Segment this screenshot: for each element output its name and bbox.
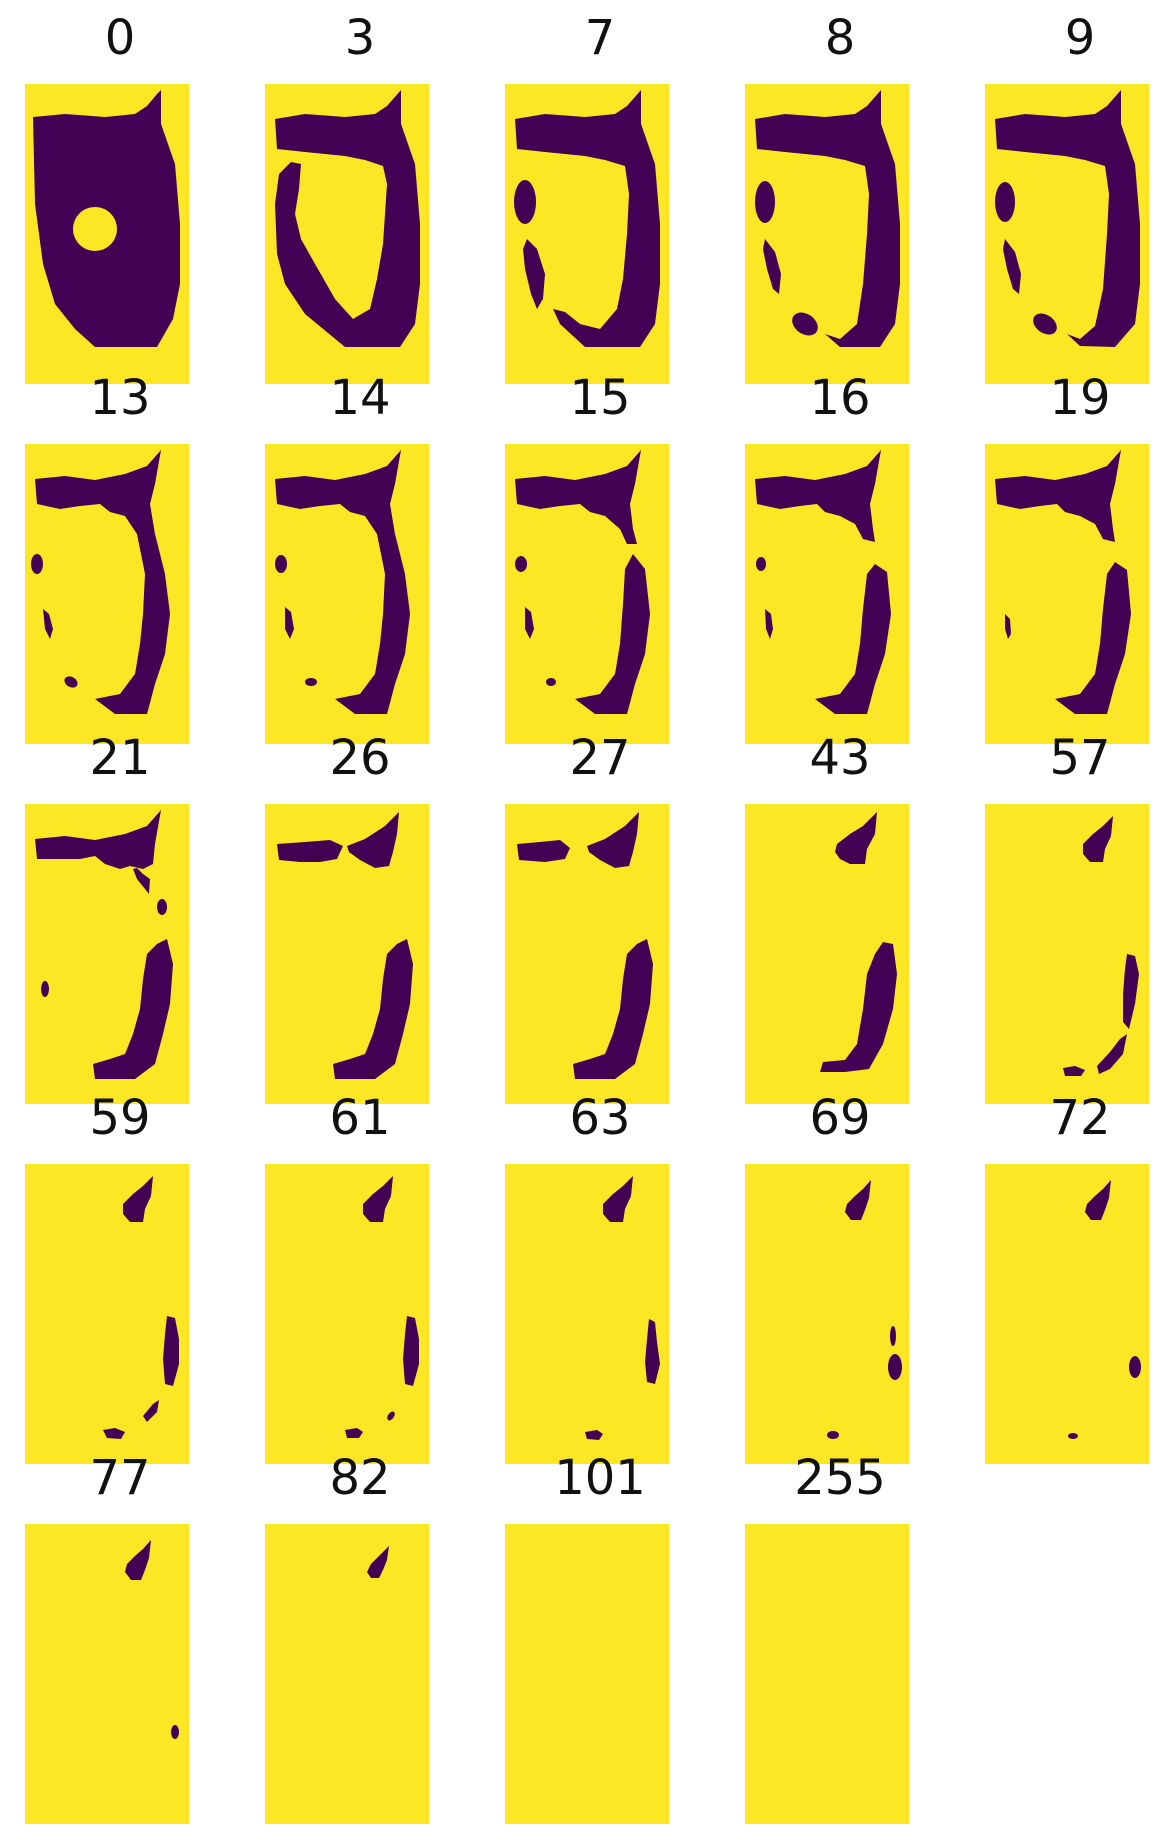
mask-image bbox=[25, 1164, 189, 1464]
mask-image bbox=[505, 84, 669, 384]
mask-image bbox=[25, 84, 189, 384]
panel-63: 63 bbox=[480, 1080, 720, 1464]
panel-101: 101 bbox=[480, 1440, 720, 1824]
panel-59: 59 bbox=[0, 1080, 240, 1464]
panel-title: 19 bbox=[1049, 370, 1111, 426]
mask-image bbox=[265, 804, 429, 1104]
panel-title: 14 bbox=[329, 370, 391, 426]
panel-title: 57 bbox=[1049, 730, 1111, 786]
panel-title: 72 bbox=[1049, 1090, 1111, 1146]
mask-image bbox=[985, 1164, 1149, 1464]
mask-image bbox=[265, 444, 429, 744]
panel-title: 21 bbox=[89, 730, 151, 786]
panel-title: 77 bbox=[89, 1450, 151, 1506]
mask-image bbox=[745, 1164, 909, 1464]
panel-title: 27 bbox=[569, 730, 631, 786]
panel-title: 15 bbox=[569, 370, 631, 426]
mask-image bbox=[745, 444, 909, 744]
panel-3: 3 bbox=[240, 0, 480, 384]
panel-title: 43 bbox=[809, 730, 871, 786]
panel-69: 69 bbox=[720, 1080, 960, 1464]
panel-title: 255 bbox=[794, 1450, 886, 1506]
panel-82: 82 bbox=[240, 1440, 480, 1824]
panel-16: 16 bbox=[720, 360, 960, 744]
panel-title: 0 bbox=[104, 10, 136, 66]
panel-72: 72 bbox=[960, 1080, 1175, 1464]
panel-title: 8 bbox=[824, 10, 856, 66]
mask-image bbox=[745, 1524, 909, 1824]
panel-0: 0 bbox=[0, 0, 240, 384]
mask-image bbox=[25, 1524, 189, 1824]
panel-title: 26 bbox=[329, 730, 391, 786]
mask-image bbox=[745, 804, 909, 1104]
panel-8: 8 bbox=[720, 0, 960, 384]
mask-image bbox=[985, 84, 1149, 384]
panel-title: 63 bbox=[569, 1090, 631, 1146]
mask-image bbox=[505, 1524, 669, 1824]
panel-title: 13 bbox=[89, 370, 151, 426]
panel-title: 9 bbox=[1064, 10, 1096, 66]
panel-19: 19 bbox=[960, 360, 1175, 744]
mask-image bbox=[505, 444, 669, 744]
mask-image bbox=[505, 804, 669, 1104]
panel-15: 15 bbox=[480, 360, 720, 744]
panel-title: 61 bbox=[329, 1090, 391, 1146]
mask-image bbox=[505, 1164, 669, 1464]
panel-title: 82 bbox=[329, 1450, 391, 1506]
panel-43: 43 bbox=[720, 720, 960, 1104]
panel-title: 7 bbox=[584, 10, 616, 66]
mask-image bbox=[985, 444, 1149, 744]
panel-21: 21 bbox=[0, 720, 240, 1104]
mask-image bbox=[265, 84, 429, 384]
panel-title: 3 bbox=[344, 10, 376, 66]
panel-title: 16 bbox=[809, 370, 871, 426]
panel-7: 7 bbox=[480, 0, 720, 384]
panel-title: 69 bbox=[809, 1090, 871, 1146]
panel-13: 13 bbox=[0, 360, 240, 744]
panel-77: 77 bbox=[0, 1440, 240, 1824]
panel-27: 27 bbox=[480, 720, 720, 1104]
panel-title: 59 bbox=[89, 1090, 151, 1146]
panel-61: 61 bbox=[240, 1080, 480, 1464]
mask-image bbox=[985, 804, 1149, 1104]
mask-image bbox=[265, 1524, 429, 1824]
mask-image bbox=[25, 804, 189, 1104]
panel-255: 255 bbox=[720, 1440, 960, 1824]
panel-57: 57 bbox=[960, 720, 1175, 1104]
panel-9: 9 bbox=[960, 0, 1175, 384]
panel-14: 14 bbox=[240, 360, 480, 744]
panel-26: 26 bbox=[240, 720, 480, 1104]
panel-title: 101 bbox=[554, 1450, 646, 1506]
mask-image bbox=[25, 444, 189, 744]
mask-image bbox=[745, 84, 909, 384]
mask-image bbox=[265, 1164, 429, 1464]
